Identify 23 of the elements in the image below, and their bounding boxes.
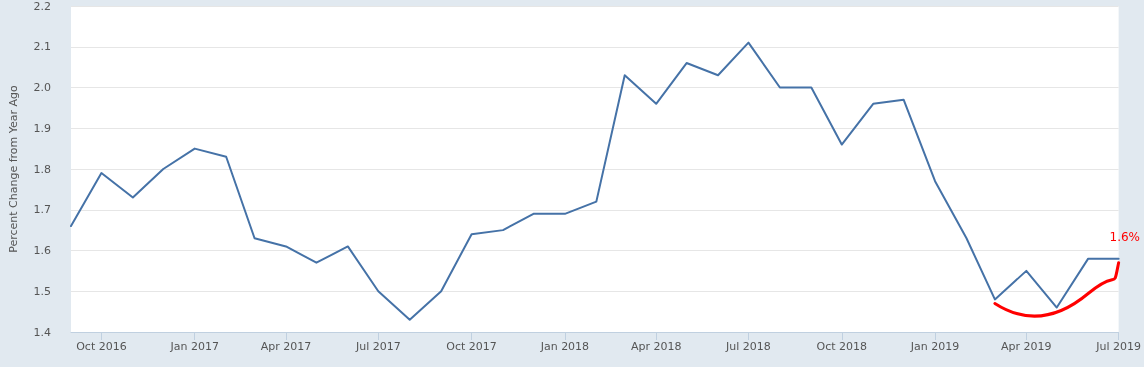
- y-tick-label: 1.6: [33, 244, 51, 257]
- x-tick-label: Apr 2017: [260, 340, 312, 353]
- y-tick-label: 2.2: [33, 0, 51, 13]
- x-tick-label: Jan 2018: [539, 340, 590, 353]
- x-tick-label: Jul 2017: [354, 340, 401, 353]
- x-tick-label: Apr 2019: [1001, 340, 1052, 353]
- y-tick-label: 1.8: [33, 162, 51, 176]
- x-tick-label: Oct 2016: [76, 340, 127, 353]
- x-tick-label: Jan 2017: [169, 340, 219, 353]
- y-tick-label: 1.7: [33, 203, 51, 217]
- annotation: 1.6%: [1109, 229, 1141, 244]
- y-tick-label: 2.0: [33, 81, 51, 94]
- x-tick-label: Jul 2018: [725, 340, 771, 353]
- x-tick-label: Apr 2018: [630, 340, 682, 353]
- y-tick-label: 1.4: [33, 325, 51, 339]
- y-tick-label: 1.9: [33, 121, 51, 135]
- y-tick-label: 2.1: [33, 40, 51, 54]
- x-tick-label: Jan 2019: [909, 340, 960, 353]
- y-tick-label: 1.5: [33, 284, 51, 298]
- x-tick-label: Oct 2017: [446, 340, 497, 353]
- x-tick-label: Jul 2019: [1095, 340, 1141, 353]
- y-axis-title: Percent Change from Year Ago: [7, 84, 20, 253]
- x-tick-label: Oct 2018: [816, 340, 868, 353]
